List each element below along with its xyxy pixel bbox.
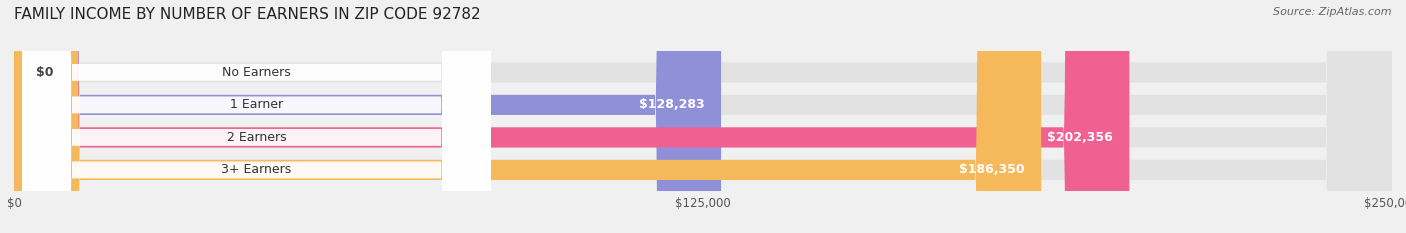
FancyBboxPatch shape <box>14 0 721 233</box>
FancyBboxPatch shape <box>14 0 1129 233</box>
FancyBboxPatch shape <box>22 0 491 233</box>
FancyBboxPatch shape <box>14 0 1392 233</box>
FancyBboxPatch shape <box>14 0 1392 233</box>
FancyBboxPatch shape <box>14 0 1392 233</box>
FancyBboxPatch shape <box>22 0 491 233</box>
FancyBboxPatch shape <box>14 0 1040 233</box>
Text: 2 Earners: 2 Earners <box>226 131 287 144</box>
Text: $0: $0 <box>37 66 53 79</box>
Text: No Earners: No Earners <box>222 66 291 79</box>
FancyBboxPatch shape <box>22 0 491 233</box>
Text: $186,350: $186,350 <box>959 163 1025 176</box>
Text: FAMILY INCOME BY NUMBER OF EARNERS IN ZIP CODE 92782: FAMILY INCOME BY NUMBER OF EARNERS IN ZI… <box>14 7 481 22</box>
Text: Source: ZipAtlas.com: Source: ZipAtlas.com <box>1274 7 1392 17</box>
FancyBboxPatch shape <box>14 0 1392 233</box>
Text: 1 Earner: 1 Earner <box>231 98 283 111</box>
Text: $202,356: $202,356 <box>1047 131 1112 144</box>
Text: 3+ Earners: 3+ Earners <box>221 163 291 176</box>
FancyBboxPatch shape <box>22 0 491 233</box>
Text: $128,283: $128,283 <box>638 98 704 111</box>
